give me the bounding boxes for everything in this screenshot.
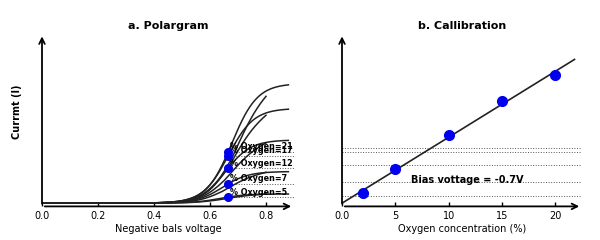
Title: b. Callibration: b. Callibration	[418, 21, 506, 31]
X-axis label: Negative bals voltage: Negative bals voltage	[115, 224, 221, 234]
Text: Bias vottage = -0.7V: Bias vottage = -0.7V	[412, 175, 524, 185]
Title: a. Polargram: a. Polargram	[128, 21, 208, 31]
Text: Currmt (I): Currmt (I)	[12, 84, 22, 139]
Text: % Oxygen=7: % Oxygen=7	[230, 174, 287, 183]
X-axis label: Oxygen concentration (%): Oxygen concentration (%)	[398, 224, 526, 234]
Text: % Oxygen=12: % Oxygen=12	[230, 159, 292, 168]
Text: % Oxygen=21: % Oxygen=21	[230, 142, 292, 151]
Text: % Oxygen=17: % Oxygen=17	[230, 146, 292, 155]
Text: % Oxygen=5: % Oxygen=5	[230, 187, 287, 197]
